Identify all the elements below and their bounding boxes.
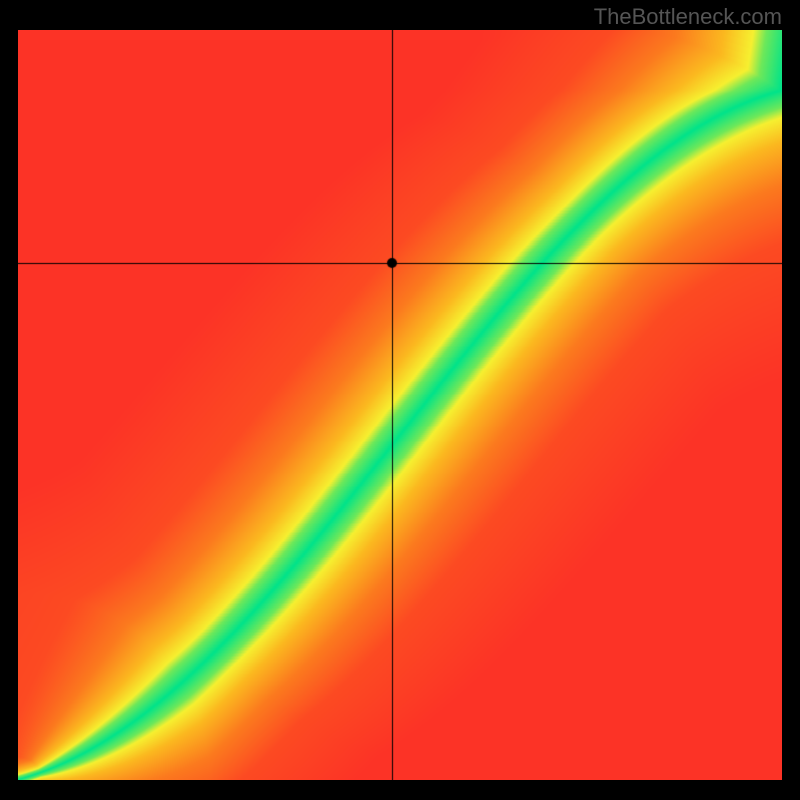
crosshair-overlay [18,30,782,780]
watermark-label: TheBottleneck.com [594,4,782,30]
chart-container: TheBottleneck.com [0,0,800,800]
